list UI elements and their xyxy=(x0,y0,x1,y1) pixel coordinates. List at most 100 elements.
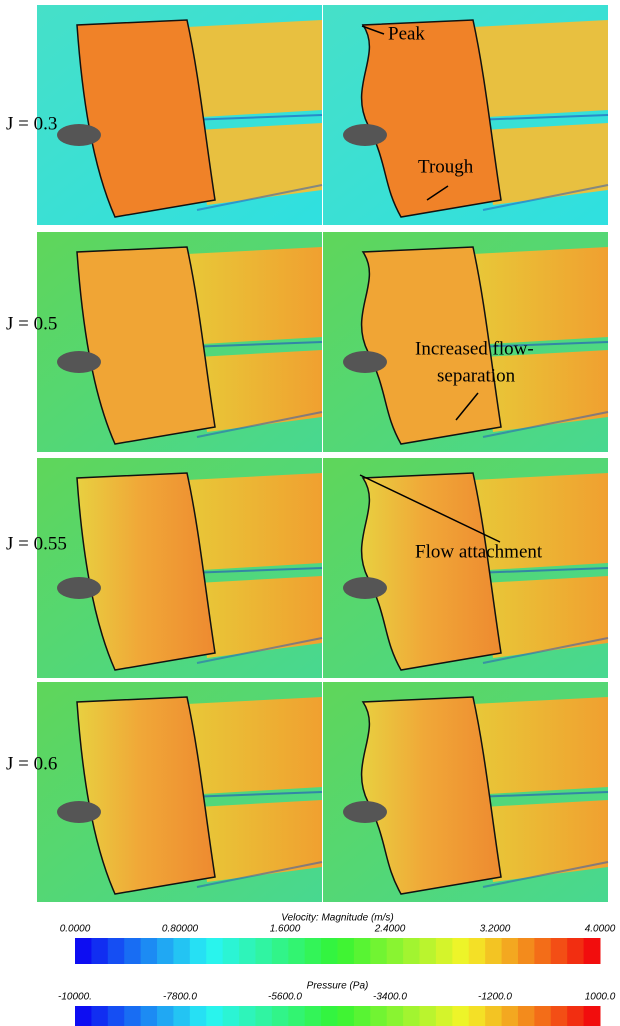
color-step xyxy=(387,1006,404,1026)
color-step xyxy=(321,1006,338,1026)
wake-streak xyxy=(187,20,322,117)
wake-streak xyxy=(187,473,322,570)
color-step xyxy=(124,938,141,964)
colorbar-title: Pressure (Pa) xyxy=(307,981,369,992)
wake-streak xyxy=(473,247,608,344)
annotation: separation xyxy=(437,365,516,386)
row-label: J = 0.6 xyxy=(6,753,57,774)
cfd-panel xyxy=(37,458,322,678)
wake-streak xyxy=(187,247,322,344)
color-step xyxy=(305,1006,322,1026)
colorbar-title: Velocity: Magnitude (m/s) xyxy=(281,913,393,924)
color-step xyxy=(584,1006,601,1026)
cfd-panel xyxy=(37,5,322,225)
figure: J = 0.3 J = 0.5 J = 0.55 J = 0.6 Peak Troug… xyxy=(0,0,620,1026)
wake-streak xyxy=(473,20,608,117)
color-step xyxy=(206,938,223,964)
color-step xyxy=(370,938,387,964)
color-step xyxy=(75,1006,92,1026)
hub xyxy=(343,577,387,599)
color-step xyxy=(502,1006,519,1026)
color-step xyxy=(469,938,486,964)
color-step xyxy=(190,1006,207,1026)
colorbar-tick-label: -10000. xyxy=(58,992,92,1003)
color-step xyxy=(141,938,158,964)
color-step xyxy=(452,938,469,964)
color-step xyxy=(551,938,568,964)
annotation: Flow attachment xyxy=(415,541,543,562)
hub xyxy=(343,124,387,146)
row-label: J = 0.55 xyxy=(6,533,67,554)
color-step xyxy=(173,1006,190,1026)
color-step xyxy=(91,938,108,964)
colorbar-tick-label: 0.0000 xyxy=(60,924,91,935)
panels xyxy=(37,5,608,902)
hub xyxy=(57,801,101,823)
annotation: Peak xyxy=(388,23,425,44)
color-step xyxy=(518,938,535,964)
cfd-panel xyxy=(323,682,608,902)
color-step xyxy=(469,1006,486,1026)
row-label: J = 0.5 xyxy=(6,313,57,334)
color-step xyxy=(370,1006,387,1026)
hub xyxy=(343,351,387,373)
color-step xyxy=(485,1006,502,1026)
color-step xyxy=(157,1006,174,1026)
color-step xyxy=(584,938,601,964)
color-step xyxy=(338,938,355,964)
color-step xyxy=(223,938,240,964)
color-step xyxy=(255,938,272,964)
color-step xyxy=(173,938,190,964)
color-step xyxy=(567,1006,584,1026)
color-step xyxy=(567,938,584,964)
colorbar-tick-label: 4.0000 xyxy=(585,924,616,935)
cfd-panel xyxy=(323,5,608,225)
cfd-panel xyxy=(323,458,608,678)
color-step xyxy=(420,1006,437,1026)
color-step xyxy=(239,938,256,964)
color-step xyxy=(436,938,453,964)
colorbar-tick-label: 1.6000 xyxy=(270,924,301,935)
color-step xyxy=(223,1006,240,1026)
color-step xyxy=(534,1006,551,1026)
color-step xyxy=(108,1006,125,1026)
color-step xyxy=(534,938,551,964)
color-step xyxy=(288,1006,305,1026)
color-step xyxy=(354,1006,371,1026)
hub xyxy=(57,124,101,146)
color-step xyxy=(190,938,207,964)
colorbar-tick-label: -7800.0 xyxy=(163,992,197,1003)
color-step xyxy=(403,938,420,964)
color-step xyxy=(436,1006,453,1026)
wake-streak xyxy=(473,697,608,794)
color-step xyxy=(403,1006,420,1026)
color-step xyxy=(305,938,322,964)
color-step xyxy=(239,1006,256,1026)
colorbar-tick-label: 2.4000 xyxy=(374,924,406,935)
color-step xyxy=(551,1006,568,1026)
row-label: J = 0.3 xyxy=(6,113,57,134)
color-step xyxy=(338,1006,355,1026)
hub xyxy=(57,577,101,599)
cfd-panel xyxy=(37,232,322,452)
color-step xyxy=(387,938,404,964)
color-step xyxy=(91,1006,108,1026)
colorbar-tick-label: -1200.0 xyxy=(478,992,512,1003)
color-step xyxy=(420,938,437,964)
color-step xyxy=(141,1006,158,1026)
color-step xyxy=(354,938,371,964)
color-step xyxy=(452,1006,469,1026)
color-step xyxy=(502,938,519,964)
color-step xyxy=(108,938,125,964)
colorbar-tick-label: 3.2000 xyxy=(480,924,511,935)
colorbar-tick-label: -3400.0 xyxy=(373,992,407,1003)
hub xyxy=(57,351,101,373)
color-step xyxy=(206,1006,223,1026)
annotation: Trough xyxy=(418,156,474,177)
wake-streak xyxy=(187,697,322,794)
color-step xyxy=(272,1006,289,1026)
cfd-panel xyxy=(37,682,322,902)
color-step xyxy=(272,938,289,964)
color-step xyxy=(157,938,174,964)
